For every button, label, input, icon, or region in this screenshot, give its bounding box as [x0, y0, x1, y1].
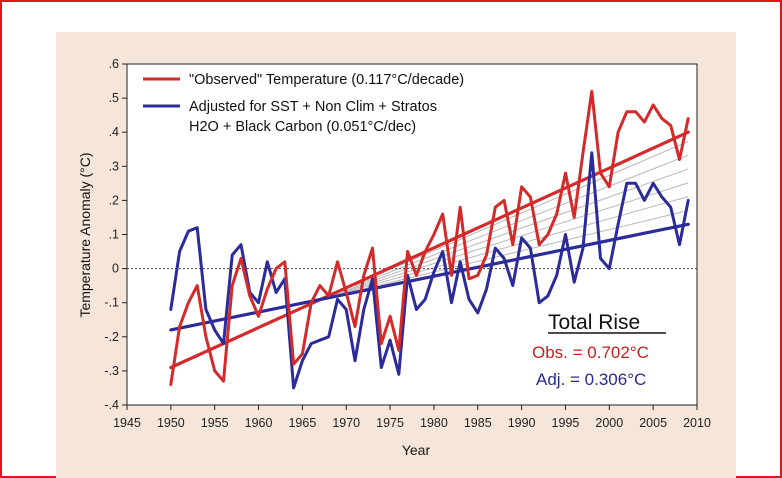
legend-label-observed: "Observed" Temperature (0.117°C/decade)	[189, 72, 464, 88]
x-axis-title: Year	[402, 442, 431, 458]
total-rise-title: Total Rise	[548, 311, 640, 334]
x-tick-label: 1950	[157, 416, 185, 430]
x-tick-label: 1965	[288, 416, 316, 430]
x-tick-label: 1955	[201, 416, 229, 430]
background-trend-lines	[302, 140, 689, 305]
y-tick-label: .2	[109, 193, 119, 207]
legend-label-adjusted-line2: H2O + Black Carbon (0.051°C/dec)	[189, 119, 416, 135]
y-tick-label: -.3	[104, 364, 119, 378]
y-tick-label: .6	[109, 57, 119, 71]
background-trend-line	[367, 140, 689, 280]
y-axis-title: Temperature Anomaly (°C)	[77, 152, 93, 317]
x-tick-label: 1945	[113, 416, 141, 430]
x-tick-label: 1970	[332, 416, 360, 430]
series-lines	[169, 89, 690, 390]
total-rise-adj: Adj. = 0.306°C	[536, 370, 646, 389]
x-tick-label: 1995	[552, 416, 580, 430]
y-tick-label: -.4	[104, 398, 119, 412]
total-rise-obs: Obs. = 0.702°C	[532, 343, 649, 362]
y-tick-label: 0	[112, 262, 119, 276]
background-trend-line	[315, 196, 689, 302]
background-trend-line	[328, 182, 689, 298]
y-tick-label: .3	[109, 159, 119, 173]
background-trend-line	[302, 209, 689, 305]
legend-label-adjusted-line1: Adjusted for SST + Non Clim + Stratos	[189, 99, 437, 115]
plot-frame	[126, 63, 698, 406]
y-tick-label: -.1	[104, 296, 119, 310]
x-tick-label: 1960	[245, 416, 273, 430]
x-tick-label: 1990	[508, 416, 536, 430]
y-tick-label: .4	[109, 125, 119, 139]
trend-line	[169, 130, 690, 370]
x-tick-label: 1985	[464, 416, 492, 430]
y-tick-label: -.2	[104, 330, 119, 344]
x-tick-label: 2000	[595, 416, 623, 430]
x-tick-label: 1975	[376, 416, 404, 430]
axis-ticks: -.4 -.3 -.2 -.1 0 .1 .2 .3 .4 .5 .6 1945 1950 1955 196…	[104, 57, 711, 430]
y-tick-label: .5	[109, 91, 119, 105]
total-rise-annotation: Total Rise Obs. = 0.702°C Adj. = 0.306°C	[532, 311, 666, 389]
series-line-adjusted	[169, 151, 690, 390]
x-tick-label: 2005	[639, 416, 667, 430]
x-tick-label: 2010	[683, 416, 711, 430]
plot-area	[126, 63, 698, 406]
background-trend-line	[354, 154, 689, 287]
legend: "Observed" Temperature (0.117°C/decade) …	[143, 72, 464, 135]
y-tick-label: .1	[109, 228, 119, 242]
x-tick-label: 1980	[420, 416, 448, 430]
series-line-observed	[169, 89, 690, 386]
